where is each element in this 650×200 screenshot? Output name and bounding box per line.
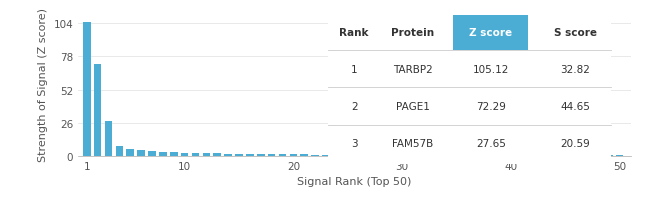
Bar [486,155,493,156]
X-axis label: Signal Rank (Top 50): Signal Rank (Top 50) [297,176,411,186]
Bar [148,151,156,156]
Text: TARBP2: TARBP2 [393,65,433,74]
Text: S score: S score [554,28,597,37]
Bar [594,155,602,156]
Bar [257,154,265,156]
Bar [300,155,308,156]
Bar [551,155,558,156]
Bar [170,152,177,156]
Bar [507,155,515,156]
Bar [431,155,439,156]
Bar [463,155,471,156]
Bar [562,155,569,156]
Bar [213,154,221,156]
Bar [572,155,580,156]
Bar [235,154,242,156]
Bar [398,155,406,156]
Bar [387,155,395,156]
Bar [409,155,417,156]
Y-axis label: Strength of Signal (Z score): Strength of Signal (Z score) [38,8,48,162]
Bar [181,153,188,156]
Text: 27.65: 27.65 [476,139,506,148]
Text: 105.12: 105.12 [473,65,509,74]
Bar [116,146,123,156]
Bar [616,155,623,156]
Bar [279,155,286,156]
Bar [105,121,112,156]
Bar [333,155,341,156]
Text: 44.65: 44.65 [560,102,590,111]
Bar [583,155,591,156]
Bar [203,153,210,156]
Text: Z score: Z score [469,28,512,37]
Text: 20.59: 20.59 [560,139,590,148]
Text: 72.29: 72.29 [476,102,506,111]
Bar [355,155,363,156]
Bar [442,155,449,156]
Bar [376,155,384,156]
Bar [268,154,276,156]
Bar [474,155,482,156]
Text: Rank: Rank [339,28,369,37]
Text: FAM57B: FAM57B [392,139,434,148]
Text: 32.82: 32.82 [560,65,590,74]
Bar [246,154,254,156]
Bar [83,23,90,156]
Bar [540,155,547,156]
Text: 3: 3 [351,139,358,148]
Bar [126,149,134,156]
Bar [518,155,526,156]
Text: 1: 1 [351,65,358,74]
Bar [192,153,200,156]
Bar [496,155,504,156]
Bar [344,155,352,156]
Bar [605,155,612,156]
Text: Protein: Protein [391,28,434,37]
Bar [159,152,166,156]
Bar [94,64,101,156]
Bar [289,155,297,156]
Bar [137,150,145,156]
Bar [322,155,330,156]
Bar [529,155,536,156]
Text: PAGE1: PAGE1 [396,102,430,111]
Bar [224,154,232,156]
Bar [452,155,460,156]
Text: 2: 2 [351,102,358,111]
Bar [366,155,373,156]
Bar [311,155,319,156]
Bar [420,155,428,156]
